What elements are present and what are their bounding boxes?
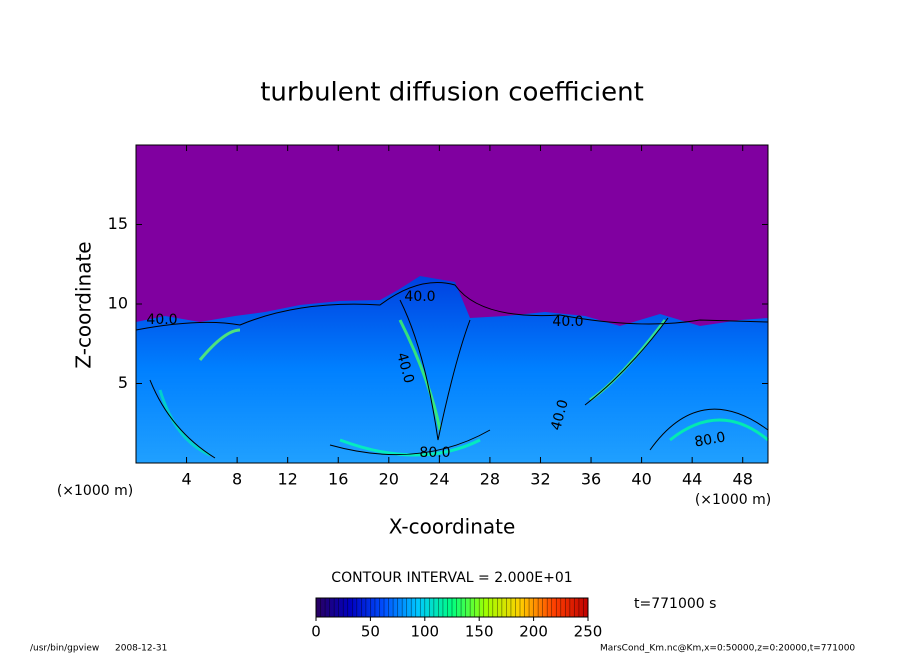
footer-date: 2008-12-31 [115,644,167,654]
x-tick-label: 32 [530,470,550,489]
x-tick-label: 40 [631,470,651,489]
y-tick-label: 5 [118,373,128,392]
x-tick-label: 12 [278,470,298,489]
y-tick-label: 10 [108,294,128,313]
x-tick-label: 44 [682,470,702,489]
contour-label: 40.0 [552,314,583,330]
colorbar-tick-label: 50 [361,623,380,641]
x-tick-label: 24 [429,470,449,489]
colorbar-tick-label: 100 [410,623,439,641]
y-unit: (×1000 m) [57,483,133,499]
x-tick-label: 36 [581,470,601,489]
colorbar-tick-label: 250 [574,623,603,641]
x-tick-label: 4 [181,470,191,489]
contour-lines [135,282,769,459]
time-label: t=771000 s [634,596,716,612]
chart-title: turbulent diffusion coefficient [260,78,644,108]
x-tick-label: 8 [232,470,242,489]
x-unit: (×1000 m) [695,492,771,508]
contour-label: 80.0 [419,445,450,461]
contour-label: 80.0 [693,429,726,450]
contour-interval: CONTOUR INTERVAL = 2.000E+01 [331,570,572,586]
colorbar-tick-label: 0 [311,623,321,641]
contour-label: 40.0 [404,289,435,305]
contour-label: 40.0 [146,312,177,328]
colorbar-tick-label: 150 [465,623,494,641]
turbulent-region [136,276,768,463]
y-tick-label: 15 [108,214,128,233]
contour-label: 40.0 [393,351,417,385]
x-axis-label: X-coordinate [389,515,516,539]
contour-label: 40.0 [548,398,572,432]
colorbar-tick-label: 200 [519,623,548,641]
x-tick-label: 28 [480,470,500,489]
y-axis-label: Z-coordinate [72,241,96,368]
x-tick-label: 48 [733,470,753,489]
footer-left: /usr/bin/gpview [30,644,99,654]
x-tick-label: 16 [328,470,348,489]
footer-right: MarsCond_Km.nc@Km,x=0:50000,z=0:20000,t=… [600,644,855,654]
x-tick-label: 20 [379,470,399,489]
